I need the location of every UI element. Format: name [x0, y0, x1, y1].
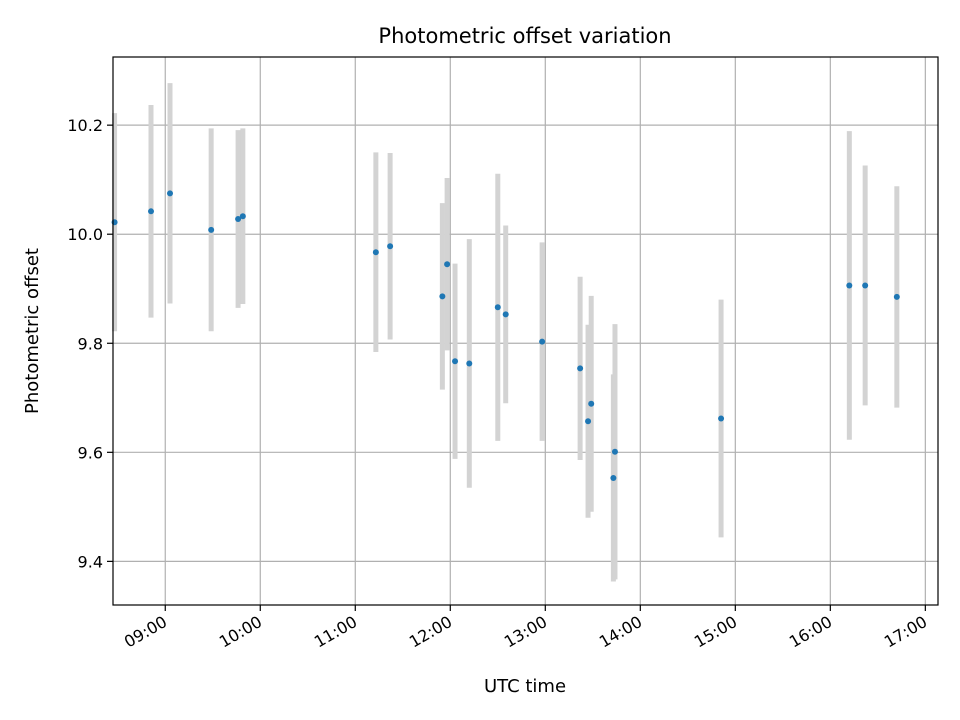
- y-tick-label: 9.4: [78, 552, 103, 571]
- plot-frame: [112, 56, 939, 606]
- data-point: [466, 360, 473, 367]
- chart-title: Photometric offset variation: [378, 24, 671, 48]
- data-point: [577, 365, 584, 372]
- y-tick-label: 9.8: [78, 334, 103, 353]
- data-point: [444, 261, 451, 268]
- data-point: [846, 282, 853, 289]
- data-point: [718, 415, 725, 422]
- data-point: [372, 249, 379, 256]
- data-point: [148, 208, 155, 215]
- data-point: [494, 304, 501, 311]
- data-point: [387, 243, 394, 250]
- data-point: [235, 215, 242, 222]
- data-point: [862, 282, 869, 289]
- y-tick-label: 10.2: [67, 116, 103, 135]
- y-axis-ticks: 9.4 9.6 9.8 10.0 10.2: [67, 116, 113, 571]
- y-tick-label: 10.0: [67, 225, 103, 244]
- data-point: [502, 311, 509, 318]
- data-point: [611, 448, 618, 455]
- data-point: [167, 190, 174, 197]
- data-point: [610, 474, 617, 481]
- data-point: [893, 293, 900, 300]
- data-point: [588, 400, 595, 407]
- data-point: [208, 226, 215, 233]
- y-axis-label: Photometric offset: [22, 248, 43, 414]
- data-point: [585, 418, 592, 425]
- data-point: [452, 358, 459, 365]
- data-point: [539, 338, 546, 345]
- grid: [113, 57, 938, 605]
- data-points: [111, 190, 900, 481]
- data-point: [239, 213, 246, 220]
- y-tick-label: 9.6: [78, 443, 103, 462]
- data-point: [439, 293, 446, 300]
- x-axis-label: UTC time: [484, 676, 566, 697]
